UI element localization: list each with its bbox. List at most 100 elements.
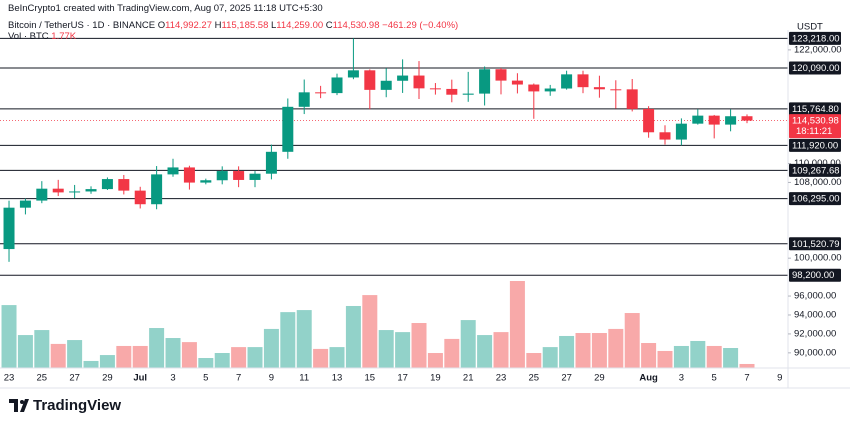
candle-body	[347, 70, 359, 78]
level-label: 98,200.00	[792, 270, 834, 281]
volume-bar	[67, 340, 83, 368]
volume-bar	[1, 305, 17, 368]
candle-body	[331, 77, 343, 94]
candle-body	[495, 69, 507, 81]
x-tick-label: 25	[529, 373, 540, 384]
volume-bar	[165, 338, 181, 368]
volume-row: Vol · BTC 1.77K	[8, 31, 458, 42]
level-label: 109,267.68	[792, 165, 840, 176]
ohlc-key: O	[157, 20, 166, 31]
symbol: Bitcoin / TetherUS · 1D · BINANCE	[8, 20, 156, 31]
volume-bar	[673, 345, 689, 368]
candle-body	[544, 88, 556, 92]
level-box	[789, 192, 841, 206]
candle-body	[52, 188, 64, 193]
candle-body	[528, 84, 540, 92]
candle-body	[118, 179, 130, 191]
volume-bar	[460, 320, 476, 368]
candle-body	[216, 171, 228, 181]
volume-bar	[329, 347, 345, 368]
candle-body	[151, 174, 163, 205]
y-tick-label: 90,000.00	[794, 347, 836, 358]
volume-bar	[444, 338, 460, 368]
volume-bar	[99, 355, 115, 368]
x-tick-label: Aug	[639, 373, 658, 384]
volume-bar	[641, 343, 657, 368]
ohlc: O114,992.27 H115,185.58 L114,259.00 C114…	[158, 20, 382, 31]
legend: Bitcoin / TetherUS · 1D · BINANCE O114,9…	[8, 20, 458, 42]
level-label: 101,520.79	[792, 239, 840, 250]
candle-body	[593, 87, 605, 90]
candle-body	[446, 88, 458, 95]
candle-body	[692, 115, 704, 124]
x-tick-label: 15	[365, 373, 376, 384]
currency: USDT	[797, 22, 823, 33]
candle-body	[725, 116, 737, 125]
volume-bar	[34, 330, 50, 368]
ohlc-key: C	[325, 20, 333, 31]
volume-bar	[198, 358, 214, 368]
level-label: 115,764.80	[792, 104, 839, 115]
volume-bar	[116, 345, 132, 368]
volume-bar	[723, 348, 739, 368]
volume-bar	[313, 348, 329, 368]
level-box	[789, 268, 841, 282]
volume-bar	[263, 328, 279, 368]
x-tick-label: 3	[679, 373, 684, 384]
candle-body	[282, 106, 294, 152]
volume-bar	[624, 313, 640, 368]
credit: BeInCrypto1 created with TradingView.com…	[8, 3, 323, 14]
x-tick-label: 23	[496, 373, 507, 384]
level-label: 111,920.00	[792, 140, 838, 151]
volume-bar	[526, 353, 542, 368]
candle-body	[3, 207, 15, 250]
candle-body	[315, 92, 327, 94]
last-price-label: 114,530.98	[792, 116, 839, 127]
candle-body	[134, 190, 146, 205]
candle-body	[298, 92, 310, 107]
y-tick-label: 96,000.00	[794, 291, 836, 302]
level-box	[789, 61, 841, 75]
volume-bar	[559, 335, 575, 368]
ohlc-key: L	[271, 20, 277, 31]
countdown: 18:11:21	[796, 126, 832, 137]
volume-bar	[181, 342, 197, 368]
logo	[9, 399, 29, 412]
candle-body	[413, 75, 425, 89]
x-tick-label: 5	[712, 373, 717, 384]
candle-body	[233, 171, 245, 180]
x-tick-label: 29	[594, 373, 605, 384]
volume-bar	[231, 347, 247, 368]
candle-body	[479, 69, 491, 94]
level-label: 106,295.00	[792, 194, 840, 205]
ohlc-row: Bitcoin / TetherUS · 1D · BINANCE O114,9…	[8, 20, 458, 31]
volume-bar	[378, 330, 394, 368]
volume-bar	[608, 328, 624, 368]
x-tick-label: 19	[430, 373, 441, 384]
candle-body	[643, 108, 655, 133]
candle-body	[200, 180, 212, 183]
candle-body	[36, 188, 48, 201]
candle-body	[249, 173, 261, 180]
candle-body	[183, 167, 195, 183]
ohlc-value: 114,992.27	[165, 20, 212, 31]
volume-bar	[690, 340, 706, 368]
volume-bar	[427, 353, 443, 368]
candle-body	[101, 179, 113, 190]
y-tick-label: 94,000.00	[794, 309, 836, 320]
level-box	[789, 102, 841, 116]
level-box	[789, 31, 841, 45]
candle-body	[626, 89, 638, 109]
volume-value: 1.77K	[51, 31, 77, 42]
volume-bar	[132, 345, 148, 368]
y-tick-label: 108,000.00	[794, 177, 842, 188]
candle-body	[429, 88, 441, 90]
candle-body	[708, 115, 720, 125]
x-tick-label: 5	[203, 373, 208, 384]
x-tick-label: 27	[561, 373, 572, 384]
volume-bar	[591, 333, 607, 368]
ohlc-value: 114,530.98	[332, 20, 380, 31]
x-tick-label: 17	[397, 373, 408, 384]
candle-body	[610, 89, 622, 91]
